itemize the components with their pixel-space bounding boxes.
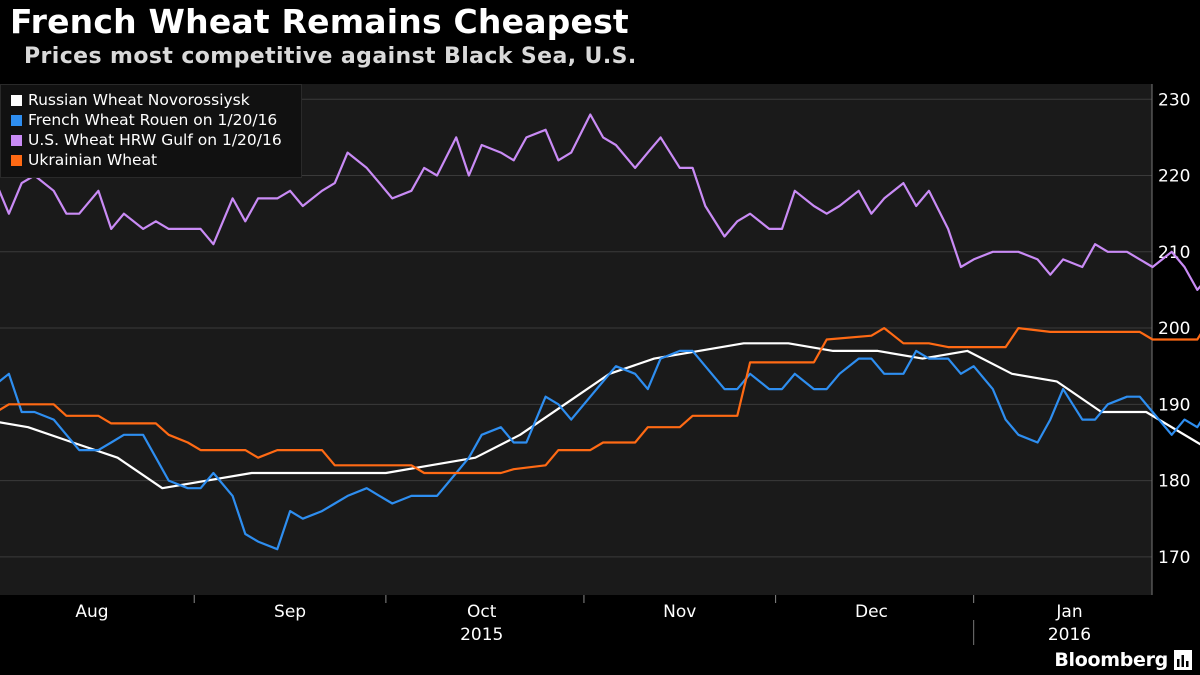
series-line-u-s-wheat-hrw-gulf-on-1-20-16 — [0, 113, 1200, 291]
series-line-ukrainian-wheat — [0, 327, 1200, 475]
legend: Russian Wheat Novorossiysk French Wheat R… — [0, 84, 302, 178]
legend-item: U.S. Wheat HRW Gulf on 1/20/16 — [11, 131, 282, 149]
legend-swatch — [11, 114, 22, 126]
x-year-label: 2016 — [1048, 625, 1091, 645]
chart-title: French Wheat Remains Cheapest — [10, 2, 629, 41]
legend-item: French Wheat Rouen on 1/20/16 — [11, 111, 277, 129]
legend-label: Ukrainian Wheat — [28, 151, 158, 169]
chart-subtitle: Prices most competitive against Black Se… — [24, 44, 637, 69]
x-year-label: 2015 — [460, 625, 503, 645]
legend-item: Russian Wheat Novorossiysk — [11, 91, 250, 109]
brand-logo: Bloomberg — [1054, 649, 1168, 671]
series-line-french-wheat-rouen-on-1-20-16 — [0, 349, 1200, 551]
x-tick-label: Sep — [274, 602, 306, 622]
legend-label: Russian Wheat Novorossiysk — [28, 91, 250, 109]
legend-item: Ukrainian Wheat — [11, 151, 157, 169]
legend-swatch — [11, 154, 22, 166]
y-tick-label: 210 — [1158, 243, 1190, 263]
series-line-russian-wheat-novorossiysk — [0, 342, 1200, 490]
legend-swatch — [11, 94, 22, 106]
legend-label: French Wheat Rouen on 1/20/16 — [28, 111, 278, 129]
x-tick-label: Oct — [467, 602, 497, 622]
x-tick-label: Dec — [855, 602, 888, 622]
legend-label: U.S. Wheat HRW Gulf on 1/20/16 — [28, 131, 282, 149]
y-tick-label: 200 — [1158, 319, 1190, 339]
bar-chart-icon — [1174, 650, 1192, 670]
y-tick-label: 190 — [1158, 395, 1190, 415]
y-tick-label: 230 — [1158, 90, 1190, 110]
y-tick-label: 220 — [1158, 167, 1190, 187]
y-tick-label: 170 — [1158, 548, 1190, 568]
x-tick-label: Aug — [75, 602, 108, 622]
legend-swatch — [11, 134, 22, 146]
x-tick-label: Jan — [1055, 602, 1082, 622]
y-tick-label: 180 — [1158, 472, 1190, 492]
footer: Bloomberg — [0, 645, 1200, 675]
x-tick-label: Nov — [663, 602, 696, 622]
